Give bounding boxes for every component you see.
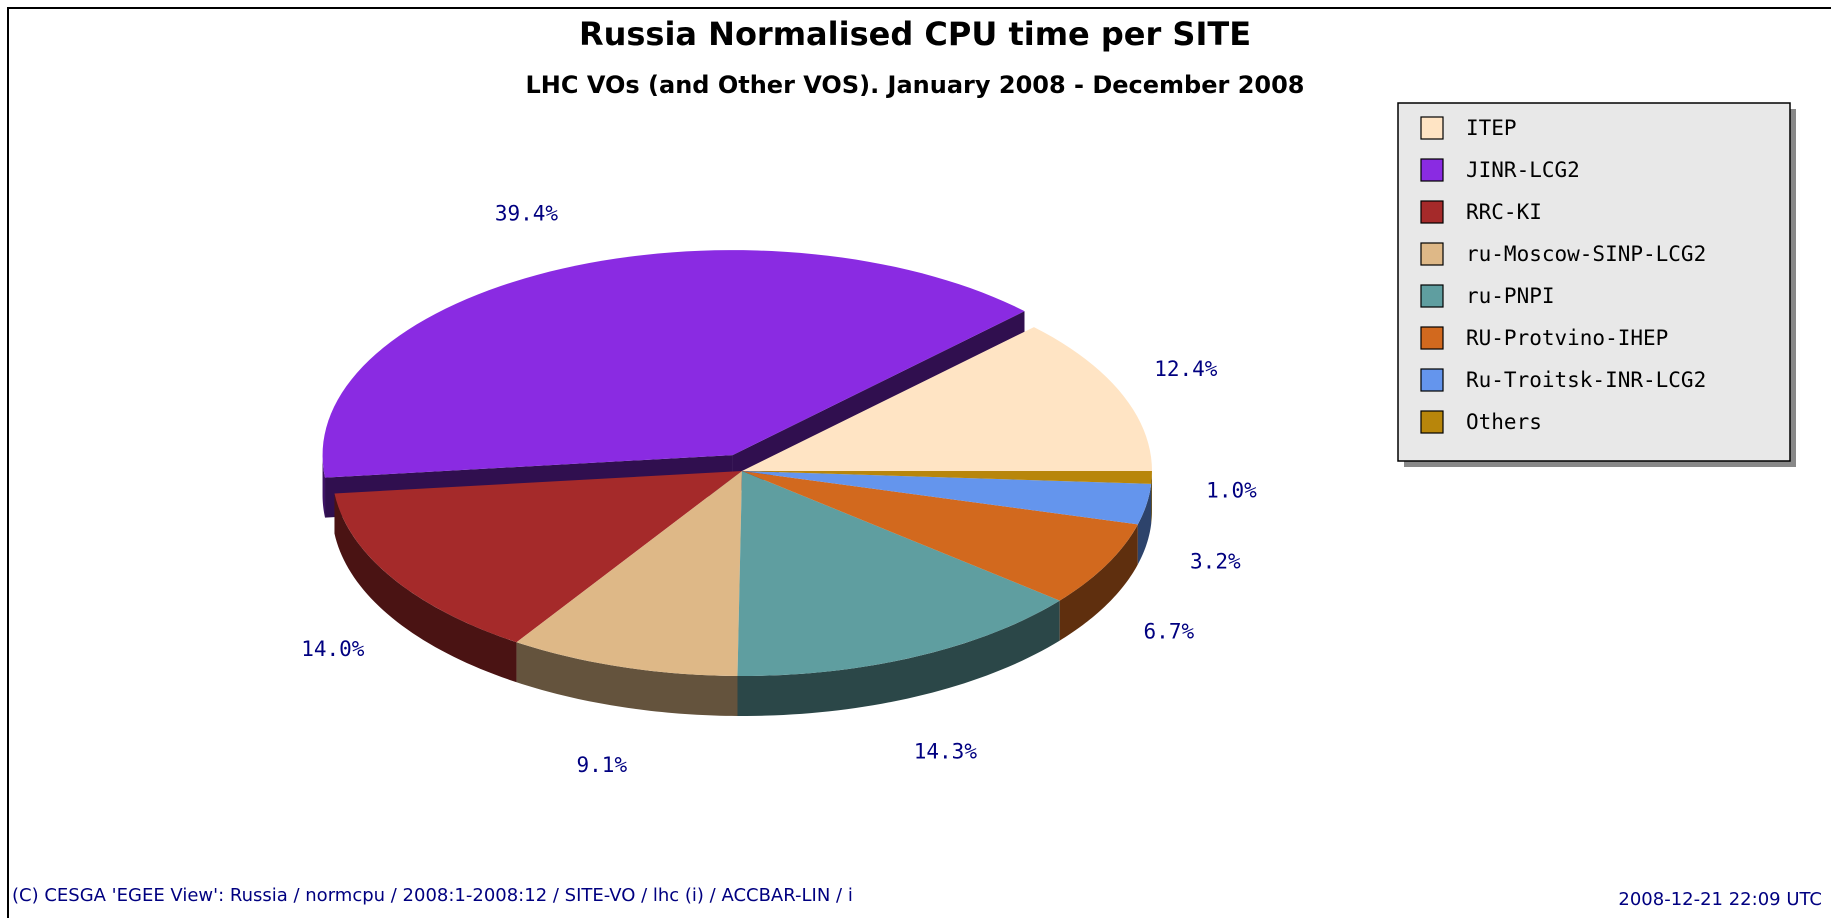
slice [742,471,1152,525]
slice-side [322,455,326,518]
footer-right: 2008-12-21 22:09 UTC [1618,889,1822,910]
slice-side [516,642,738,716]
slice [742,471,1152,484]
legend-swatch [1420,284,1444,308]
slice-side [1059,524,1138,641]
slice-side [334,493,517,683]
slice [334,471,742,643]
data-label: 14.0% [301,637,365,661]
pie: 12.4% 39.4% 14.0% 9.1% 14.3% 6.7% 3.2% 1.0% [301,201,1257,776]
legend-swatch [1420,368,1444,392]
legend: ITEP JINR-LCG2 RRC-KI ru-Moscow-SINP-LCG2 ru… [1420,116,1706,434]
footer-left: (C) CESGA 'EGEE View': Russia / normcpu … [12,885,853,906]
slice-side [1151,471,1152,524]
slice-side [737,600,1060,716]
legend-swatch [1420,200,1444,224]
legend-label: RRC-KI [1466,200,1542,224]
legend-swatch [1420,116,1444,140]
legend-label: Ru-Troitsk-INR-LCG2 [1466,368,1706,392]
slice [322,250,1025,478]
data-label: 3.2% [1190,549,1241,573]
slice-side [1137,483,1152,565]
legend-swatch [1420,242,1444,266]
chart-subtitle: LHC VOs (and Other VOS). January 2008 - … [526,71,1305,99]
frame [7,7,1831,918]
data-label: 39.4% [495,201,559,225]
data-label: 9.1% [577,753,628,777]
slice [742,327,1152,471]
slice [742,471,1138,601]
data-label: 12.4% [1154,357,1218,381]
legend-swatch [1420,410,1444,434]
data-label: 6.7% [1144,620,1195,644]
data-label: 14.3% [914,739,978,763]
legend-label: ITEP [1466,116,1517,140]
legend-label: RU-Protvino-IHEP [1466,326,1668,350]
chart-title: Russia Normalised CPU time per SITE [579,15,1251,53]
legend-box [1397,102,1791,462]
data-label: 1.0% [1206,478,1257,502]
slice [737,471,1060,676]
legend-swatch [1420,326,1444,350]
slice [516,471,742,676]
legend-swatch [1420,158,1444,182]
legend-label: ru-Moscow-SINP-LCG2 [1466,242,1706,266]
legend-label: JINR-LCG2 [1466,158,1580,182]
legend-label: ru-PNPI [1466,284,1555,308]
legend-label: Others [1466,410,1542,434]
